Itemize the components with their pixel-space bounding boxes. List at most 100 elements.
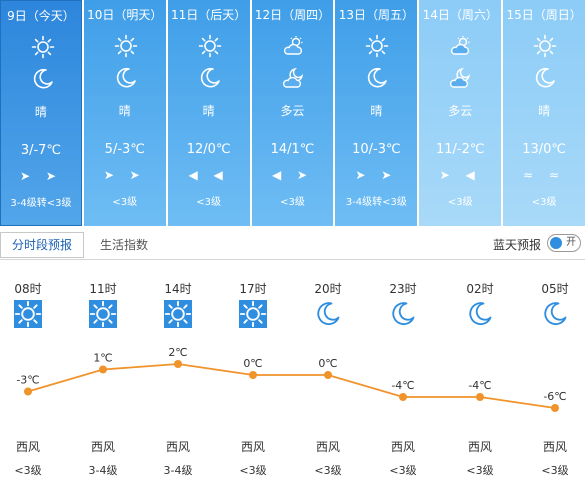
day-weather-desc: 晴 <box>118 104 131 118</box>
temp-point <box>249 371 257 379</box>
temp-label: -4℃ <box>468 379 491 392</box>
moon-icon <box>389 300 417 328</box>
hour-wind-direction: 西风 <box>390 440 415 454</box>
day-date: 15日（周日） <box>506 8 582 22</box>
tab-life-index[interactable]: 生活指数 <box>100 238 149 252</box>
cloudy-day-icon <box>282 34 306 58</box>
day-temp-range: 10/-3℃ <box>352 142 401 157</box>
day-weather-desc: 晴 <box>538 104 551 118</box>
day-weather-desc: 多云 <box>448 104 473 118</box>
hour-time: 17时 <box>239 282 267 296</box>
day-temp-range: 13/0℃ <box>522 142 566 157</box>
hour-wind-direction: 西风 <box>315 440 340 454</box>
day-weather-desc: 晴 <box>202 104 215 118</box>
hour-wind-level: <3级 <box>389 464 417 477</box>
wind-direction-icon: ◀ ◀ <box>188 168 229 182</box>
temp-line <box>27 363 556 409</box>
temp-label: -4℃ <box>391 379 414 392</box>
moon-icon <box>541 300 569 328</box>
toggle-knob <box>550 237 562 249</box>
sun-icon <box>239 300 267 328</box>
day-weather-desc: 多云 <box>280 104 305 118</box>
day-card[interactable]: 15日（周日） 晴 13/0℃ ≈ ≈ <3级 <box>503 0 585 226</box>
wind-direction-icon: ➤ ◀ <box>439 168 481 182</box>
daily-forecast: 9日（今天） 晴 3/-7℃ ➤ ➤ 3-4级转<3级 10日（明天） 晴 5/… <box>0 0 585 228</box>
day-wind-level: <3级 <box>280 197 305 208</box>
day-card[interactable]: 11日（后天） 晴 12/0℃ ◀ ◀ <3级 <box>167 0 250 226</box>
day-card[interactable]: 9日（今天） 晴 3/-7℃ ➤ ➤ 3-4级转<3级 <box>0 0 82 226</box>
day-wind-level: <3级 <box>447 197 473 208</box>
blue-sky-toggle[interactable]: 开 <box>547 234 581 252</box>
day-wind-level: <3级 <box>196 197 222 208</box>
temp-label: 1℃ <box>93 352 112 365</box>
sun-icon <box>14 300 42 328</box>
day-weather-desc: 晴 <box>370 104 383 118</box>
temp-point <box>476 393 484 401</box>
hour-time: 23时 <box>389 282 417 296</box>
day-card[interactable]: 10日（明天） 晴 5/-3℃ ➤ ➤ <3级 <box>83 0 166 226</box>
day-date: 10日（明天） <box>87 8 163 22</box>
hour-time: 08时 <box>14 282 42 296</box>
hour-wind-direction: 西风 <box>467 440 492 454</box>
moon-icon <box>31 67 55 91</box>
day-date: 12日（周四） <box>254 8 331 22</box>
sun-icon <box>198 34 222 58</box>
day-card[interactable]: 13日（周五） 晴 10/-3℃ ➤ ➤ 3-4级转<3级 <box>335 0 418 226</box>
temp-label: -6℃ <box>543 390 566 403</box>
toggle-label: 开 <box>566 237 576 248</box>
hour-time: 05时 <box>541 282 569 296</box>
day-temp-range: 5/-3℃ <box>104 142 145 157</box>
moon-icon <box>198 66 222 90</box>
wind-direction-icon: ➤ ➤ <box>103 168 146 182</box>
temp-point <box>99 365 107 374</box>
temp-label: 2℃ <box>168 346 187 359</box>
hour-wind-direction: 西风 <box>90 440 115 454</box>
sun-icon <box>114 34 138 58</box>
blue-sky-label: 蓝天预报 <box>492 238 541 252</box>
hour-time: 20时 <box>314 282 342 296</box>
day-temp-range: 11/-2℃ <box>435 142 485 157</box>
temp-label: 0℃ <box>243 357 262 370</box>
moon-icon <box>466 300 494 328</box>
sun-icon <box>365 34 389 58</box>
hour-wind-direction: 西风 <box>542 440 567 454</box>
day-weather-desc: 晴 <box>34 105 47 119</box>
day-wind-level: 3-4级转<3级 <box>10 198 72 209</box>
temp-point <box>399 393 407 401</box>
hour-wind-direction: 西风 <box>240 440 265 454</box>
moon-icon <box>314 300 342 328</box>
tab-bar: 分时段预报 生活指数 蓝天预报 开 <box>0 228 585 260</box>
hour-time: 11时 <box>89 282 117 296</box>
sun-icon <box>533 34 557 58</box>
wind-direction-icon: ➤ ➤ <box>19 169 62 183</box>
cloudy-night-icon <box>282 66 306 90</box>
hour-wind-direction: 西风 <box>15 440 40 454</box>
hour-wind-level: <3级 <box>541 464 569 477</box>
sun-icon <box>89 300 117 328</box>
cloudy-day-icon <box>449 34 473 58</box>
day-date: 9日（今天） <box>7 9 75 23</box>
day-wind-level: <3级 <box>112 197 138 208</box>
sun-icon <box>31 35 55 59</box>
wind-direction-icon: ➤ ➤ <box>355 168 398 182</box>
hour-wind-level: <3级 <box>14 464 42 477</box>
day-date: 14日（周六） <box>422 8 498 22</box>
hourly-forecast: -3℃ 1℃ 2℃ 0℃ 0℃ -4℃ -4℃ -6℃ 08时 西风 <3级 11时 西风 3-4级 14… <box>0 262 585 500</box>
hour-wind-level: 3-4级 <box>163 464 193 477</box>
day-temp-range: 12/0℃ <box>186 142 231 157</box>
day-temp-range: 3/-7℃ <box>20 143 62 158</box>
hour-wind-level: <3级 <box>466 464 494 477</box>
hour-wind-level: 3-4级 <box>88 464 118 477</box>
day-wind-level: 3-4级转<3级 <box>345 197 407 208</box>
day-card[interactable]: 14日（周六） 多云 11/-2℃ ➤ ◀ <3级 <box>419 0 502 226</box>
wind-direction-icon: ◀ ➤ <box>271 168 314 182</box>
day-temp-range: 14/1℃ <box>270 142 315 157</box>
day-date: 11日（后天） <box>171 8 247 22</box>
temp-point <box>324 371 332 379</box>
temp-point <box>174 360 182 368</box>
day-card[interactable]: 12日（周四） 多云 14/1℃ ◀ ➤ <3级 <box>251 0 334 226</box>
temp-label: -3℃ <box>16 374 39 387</box>
temp-point <box>551 404 559 412</box>
moon-icon <box>114 66 138 90</box>
tab-hourly-forecast[interactable]: 分时段预报 <box>0 232 84 258</box>
